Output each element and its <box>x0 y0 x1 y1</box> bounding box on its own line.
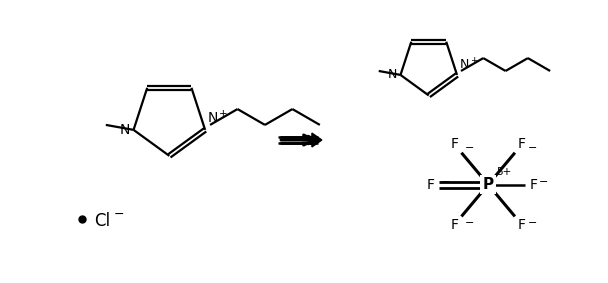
Text: −: − <box>465 143 474 153</box>
Text: −: − <box>441 177 450 187</box>
Text: F: F <box>451 218 458 232</box>
Text: −: − <box>114 208 125 221</box>
Text: N: N <box>119 123 130 137</box>
Text: N: N <box>208 111 218 125</box>
Text: −: − <box>539 177 548 187</box>
Polygon shape <box>312 133 322 147</box>
Text: P: P <box>483 177 494 192</box>
Text: N: N <box>388 68 398 82</box>
Text: F: F <box>518 137 526 151</box>
Text: F: F <box>518 218 526 232</box>
Text: F: F <box>530 177 537 192</box>
Text: −: − <box>528 218 537 228</box>
Text: −: − <box>465 218 474 228</box>
Text: +: + <box>470 56 477 65</box>
Text: +: + <box>219 109 227 119</box>
Text: −: − <box>528 143 537 153</box>
Text: F: F <box>451 137 458 151</box>
Text: F: F <box>427 177 435 192</box>
Text: Cl: Cl <box>94 212 110 230</box>
Text: N: N <box>460 58 469 71</box>
Text: 5+: 5+ <box>496 167 511 177</box>
